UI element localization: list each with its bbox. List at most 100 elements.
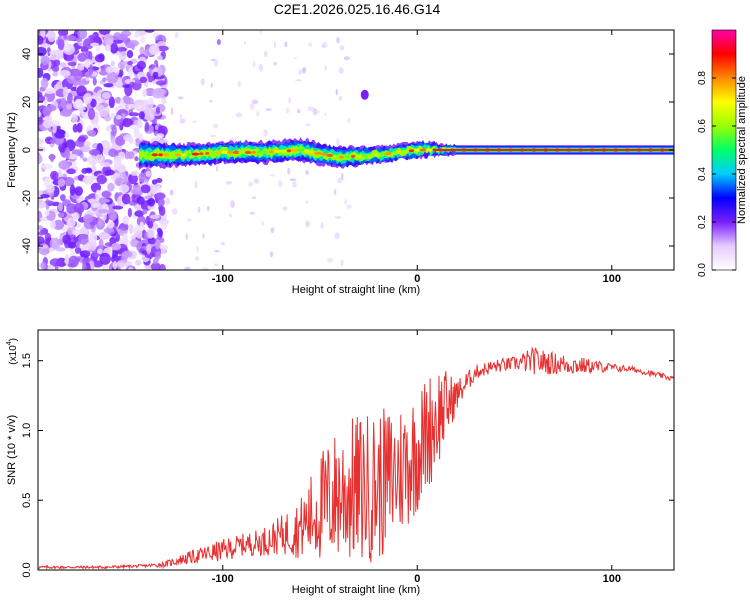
ridge-hotspot xyxy=(146,153,152,157)
noise-speckle xyxy=(111,124,117,137)
noise-speckle xyxy=(38,196,42,204)
noise-speckle xyxy=(110,254,120,264)
noise-speckle xyxy=(144,113,155,121)
noise-speckle xyxy=(77,52,87,62)
y-tick-label: 0.0 xyxy=(21,562,33,577)
noise-speckle xyxy=(213,59,219,67)
ridge-hotspot xyxy=(326,153,334,157)
noise-speckle xyxy=(320,222,324,230)
noise-speckle xyxy=(128,112,140,117)
snr-panel: -100 0 100 0.0 0.5 1.0 1.5 Height of straight… xyxy=(6,329,675,596)
noise-speckle xyxy=(87,129,97,137)
noise-speckle xyxy=(147,229,154,239)
ridge-hotspot xyxy=(384,152,392,156)
ridge-hotspot xyxy=(238,150,247,154)
noise-speckle xyxy=(121,193,131,205)
snr-y-label: SNR (10 * v/v) xyxy=(6,415,18,485)
ridge-hotspot xyxy=(314,151,323,155)
noise-speckle xyxy=(57,212,65,218)
noise-speckle xyxy=(243,41,247,45)
noise-speckle xyxy=(155,124,159,131)
noise-speckle xyxy=(96,174,107,185)
noise-speckle xyxy=(124,97,134,105)
noise-speckle xyxy=(58,160,71,170)
noise-speckle xyxy=(179,113,182,119)
noise-speckle xyxy=(43,200,55,205)
noise-speckle xyxy=(40,43,52,48)
ridge-hotspot xyxy=(332,154,339,158)
x-tick-label: 0 xyxy=(414,273,420,285)
ridge-hotspot xyxy=(174,153,182,157)
noise-speckle xyxy=(157,55,164,61)
noise-speckle xyxy=(138,172,146,183)
noise-speckle xyxy=(84,242,91,251)
noise-speckle xyxy=(292,181,297,188)
noise-speckle xyxy=(147,220,154,229)
ridge-hotspot xyxy=(408,149,415,153)
ridge-hotspot xyxy=(367,153,374,157)
snr-multiplier-exp: 4 xyxy=(6,341,13,345)
noise-speckle xyxy=(85,50,91,61)
noise-speckle xyxy=(194,256,200,261)
noise-speckle xyxy=(88,149,101,156)
noise-speckle xyxy=(97,217,103,227)
noise-speckle xyxy=(210,82,213,88)
noise-speckle xyxy=(92,77,97,86)
noise-speckle xyxy=(76,85,87,97)
ridge-hotspot xyxy=(425,148,433,152)
noise-speckle xyxy=(212,123,219,129)
noise-speckle xyxy=(308,42,312,47)
noise-speckle xyxy=(154,239,161,250)
noise-speckle xyxy=(73,70,83,81)
noise-speckle xyxy=(63,39,69,52)
ridge-hotspot xyxy=(303,149,309,153)
noise-speckle xyxy=(82,262,87,270)
colorbar-tick-label: 0.6 xyxy=(697,119,708,133)
noise-speckle xyxy=(105,125,111,132)
noise-speckle xyxy=(121,117,133,128)
noise-speckle xyxy=(122,233,129,244)
noise-speckle xyxy=(115,115,122,120)
ridge-hotspot xyxy=(199,152,204,156)
snr-y-multiplier: (x104) xyxy=(6,338,19,365)
noise-speckle xyxy=(133,99,145,105)
noise-speckle xyxy=(52,71,59,77)
noise-speckle xyxy=(83,140,91,147)
noise-speckle xyxy=(230,200,235,208)
ridge-hotspot xyxy=(181,153,187,157)
noise-speckle xyxy=(145,170,151,178)
noise-speckle xyxy=(144,30,155,33)
noise-speckle xyxy=(138,111,145,120)
noise-speckle xyxy=(139,76,148,84)
noise-speckle xyxy=(220,241,226,246)
noise-speckle xyxy=(153,257,159,265)
noise-speckle xyxy=(126,103,137,109)
noise-speckle xyxy=(77,30,88,39)
ridge-hotspot xyxy=(256,150,264,154)
noise-speckle xyxy=(259,30,262,35)
noise-speckle xyxy=(134,156,139,162)
snr-y-ticks: 0.0 0.5 1.0 1.5 xyxy=(21,353,674,578)
noise-speckle xyxy=(179,118,186,124)
noise-speckle xyxy=(88,64,94,76)
snr-line-layer xyxy=(38,346,674,570)
noise-speckle xyxy=(114,157,122,168)
noise-speckle xyxy=(194,180,198,189)
ridge-hotspot xyxy=(356,154,362,158)
noise-speckle xyxy=(253,178,260,184)
ridge-hotspot xyxy=(320,152,327,156)
noise-speckle xyxy=(171,208,178,215)
noise-speckle xyxy=(99,252,111,265)
noise-speckle xyxy=(202,233,205,239)
noise-speckle xyxy=(102,140,111,149)
noise-speckle xyxy=(200,78,205,86)
noise-speckle xyxy=(85,168,93,174)
noise-speckle xyxy=(64,147,71,160)
noise-speckle xyxy=(258,63,264,72)
noise-speckle xyxy=(108,96,115,109)
noise-speckle xyxy=(112,260,118,270)
x-tick-label: 100 xyxy=(603,573,621,585)
noise-speckle xyxy=(154,250,162,260)
noise-speckle xyxy=(76,122,83,133)
ridge-hotspot xyxy=(273,149,281,153)
